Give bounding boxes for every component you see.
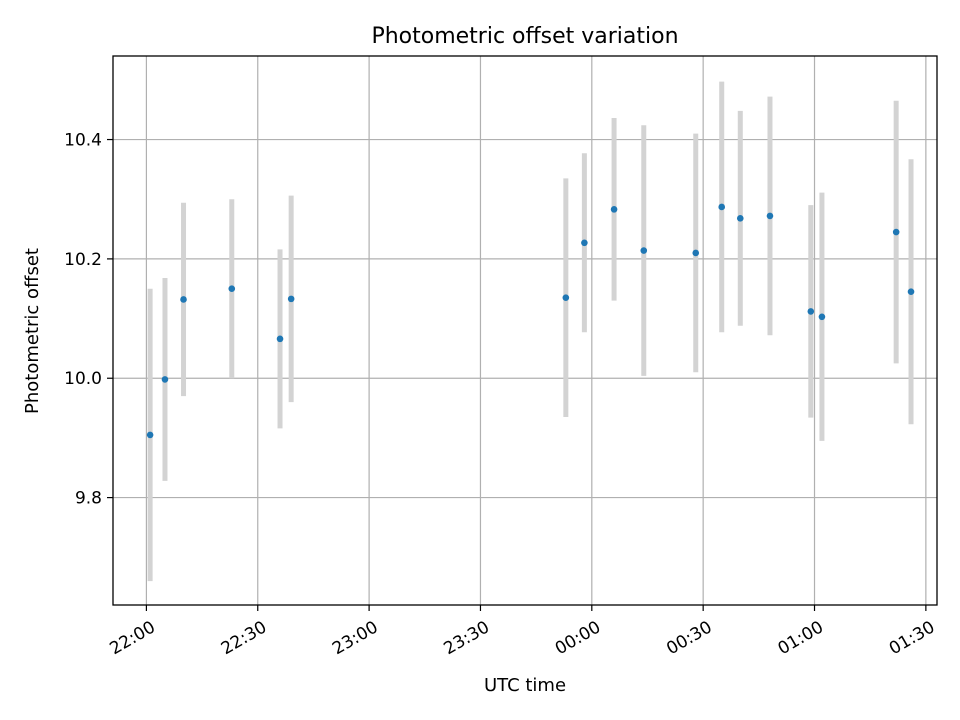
grid-lines — [113, 56, 937, 605]
error-bars — [147, 81, 914, 582]
x-tick-label: 01:30 — [886, 617, 938, 659]
axis-ticks: 22:00 22:30 23:00 23:30 00:00 00:30 01:00 01:30… — [64, 131, 938, 660]
data-point — [692, 249, 700, 257]
y-tick-label: 10.2 — [64, 250, 102, 270]
data-point — [718, 203, 726, 211]
data-point — [562, 294, 570, 301]
x-tick-label: 01:00 — [775, 617, 827, 659]
x-tick-label: 00:00 — [552, 617, 604, 659]
y-axis-label: Photometric offset — [22, 248, 43, 414]
x-tick-label: 23:30 — [441, 617, 493, 659]
x-tick-label: 23:00 — [329, 617, 381, 659]
data-point — [180, 296, 187, 303]
data-point — [907, 288, 915, 296]
data-point — [610, 206, 618, 213]
data-point — [766, 212, 774, 220]
data-point — [640, 247, 648, 254]
data-point — [146, 431, 154, 439]
data-point — [228, 285, 236, 293]
x-tick-label: 22:00 — [106, 617, 158, 659]
y-tick-label: 10.4 — [64, 131, 102, 151]
data-point — [807, 308, 815, 315]
chart-title: Photometric offset variation — [371, 24, 678, 49]
data-point — [287, 295, 295, 303]
y-tick-label: 9.8 — [75, 489, 102, 509]
data-point — [581, 239, 588, 247]
y-tick-label: 10.0 — [64, 369, 102, 389]
data-point — [276, 335, 284, 343]
axes-frame — [112, 55, 938, 606]
data-point — [736, 215, 744, 222]
x-tick-label: 22:30 — [218, 617, 270, 659]
data-point — [892, 228, 900, 236]
x-tick-label: 00:30 — [663, 617, 715, 659]
data-point — [818, 313, 826, 321]
data-points — [146, 203, 915, 439]
x-axis-label: UTC time — [484, 675, 566, 696]
data-point — [161, 376, 169, 383]
